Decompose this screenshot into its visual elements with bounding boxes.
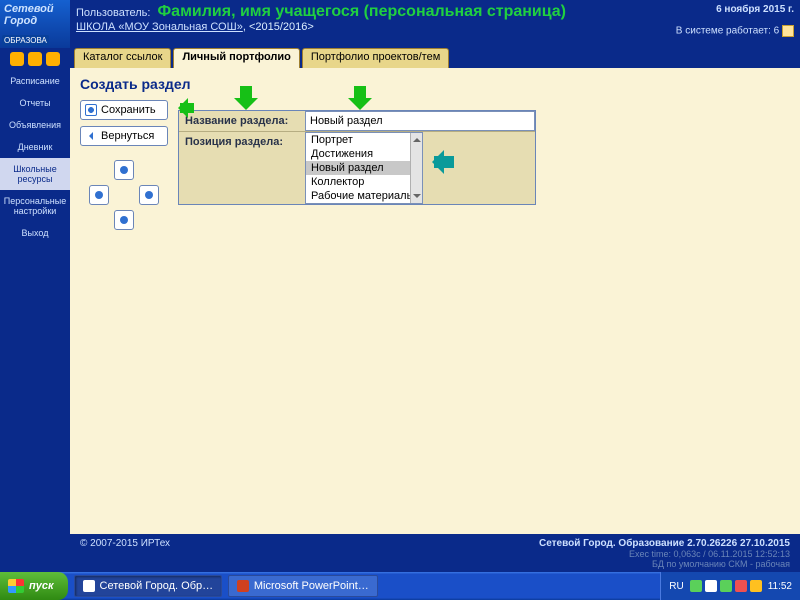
- logo-line1: Сетевой: [4, 3, 66, 15]
- nav-up-button[interactable]: [114, 160, 134, 180]
- header: Сетевой Город ОБРАЗОВА Пользователь: Фам…: [0, 0, 800, 48]
- save-icon: [85, 104, 97, 116]
- quick-icon[interactable]: [46, 52, 60, 66]
- header-right: 6 ноября 2015 г. В системе работает: 6: [650, 0, 800, 48]
- logo-line2: Город: [4, 15, 66, 27]
- start-button[interactable]: пуск: [0, 572, 68, 600]
- tray-icon[interactable]: [690, 580, 702, 592]
- logo-badge: ОБРАЗОВА: [2, 35, 49, 46]
- product-version: Сетевой Город. Образование 2.70.26226 27…: [539, 538, 790, 549]
- school-link[interactable]: ШКОЛА «МОУ Зональная СОШ»: [76, 21, 243, 33]
- lang-indicator[interactable]: RU: [669, 581, 683, 592]
- tray-icon[interactable]: [720, 580, 732, 592]
- task-button[interactable]: Сетевой Город. Обр…: [74, 575, 223, 597]
- nav-right-button[interactable]: [139, 185, 159, 205]
- logo: Сетевой Город ОБРАЗОВА: [0, 0, 70, 48]
- back-label: Вернуться: [101, 130, 154, 142]
- sidebar-item[interactable]: Отчеты: [0, 92, 70, 114]
- app-window: Сетевой Город ОБРАЗОВА Пользователь: Фам…: [0, 0, 800, 572]
- clock: 11:52: [768, 581, 792, 592]
- task-button[interactable]: Microsoft PowerPoint …: [228, 575, 378, 597]
- app-icon: [83, 580, 95, 592]
- system-tray: RU 11:52: [660, 572, 800, 600]
- user-label: Пользователь:: [76, 7, 150, 19]
- dropdown-option[interactable]: Достижения: [306, 147, 422, 161]
- sidebar-item[interactable]: Персональные настройки: [0, 190, 70, 222]
- back-icon: [85, 130, 97, 142]
- footer: © 2007-2015 ИРТех Сетевой Город. Образов…: [70, 534, 800, 572]
- back-button[interactable]: Вернуться: [80, 126, 168, 146]
- tray-icon[interactable]: [705, 580, 717, 592]
- dropdown-option[interactable]: Рабочие материалы: [306, 189, 422, 203]
- sidebar-item[interactable]: Объявления: [0, 114, 70, 136]
- quick-icon[interactable]: [10, 52, 24, 66]
- tab[interactable]: Каталог ссылок: [74, 48, 171, 68]
- task-label: Сетевой Город. Обр…: [100, 580, 214, 592]
- position-dropdown[interactable]: ПортретДостиженияНовый разделКоллекторРа…: [305, 132, 423, 204]
- sys-users-label: В системе работает:: [676, 26, 771, 37]
- year-period: , <2015/2016>: [243, 21, 314, 33]
- quick-icon[interactable]: [28, 52, 42, 66]
- save-label: Сохранить: [101, 104, 156, 116]
- tray-icon[interactable]: [750, 580, 762, 592]
- start-label: пуск: [29, 580, 54, 592]
- task-label: Microsoft PowerPoint …: [254, 580, 369, 592]
- dropdown-option[interactable]: Коллектор: [306, 175, 422, 189]
- tab-bar: Каталог ссылокЛичный портфолиоПортфолио …: [70, 48, 800, 68]
- sidebar: РасписаниеОтчетыОбъявленияДневникШкольны…: [0, 48, 70, 572]
- position-label: Позиция раздела:: [179, 132, 305, 204]
- form-block: Название раздела: Позиция раздела: Портр…: [178, 110, 536, 205]
- taskbar: пуск Сетевой Город. Обр… Microsoft PowerP…: [0, 572, 800, 600]
- windows-icon: [8, 579, 24, 593]
- section-title: Создать раздел: [70, 68, 800, 96]
- tray-icon[interactable]: [735, 580, 747, 592]
- section-name-input[interactable]: [305, 111, 535, 131]
- nav-down-button[interactable]: [114, 210, 134, 230]
- current-date: 6 ноября 2015 г.: [656, 4, 794, 15]
- tab[interactable]: Личный портфолио: [173, 48, 299, 68]
- powerpoint-icon: [237, 580, 249, 592]
- copyright: © 2007-2015 ИРТех: [80, 538, 170, 568]
- exec-time: Exec time: 0,063с / 06.11.2015 12:52:13: [539, 549, 790, 559]
- sidebar-item[interactable]: Школьные ресурсы: [0, 158, 70, 190]
- header-main: Пользователь: Фамилия, имя учащегося (пе…: [70, 0, 650, 48]
- sidebar-item[interactable]: Выход: [0, 222, 70, 244]
- sidebar-item[interactable]: Дневник: [0, 136, 70, 158]
- nav-left-button[interactable]: [89, 185, 109, 205]
- db-info: БД по умолчанию СКМ - рабочая: [539, 559, 790, 569]
- page-title: Фамилия, имя учащегося (персональная стр…: [158, 3, 567, 20]
- dropdown-option[interactable]: Портрет: [306, 133, 422, 147]
- nav-pad: [89, 160, 159, 230]
- sidebar-item[interactable]: Расписание: [0, 70, 70, 92]
- action-column: Сохранить Вернуться: [80, 100, 168, 230]
- content-area: Каталог ссылокЛичный портфолиоПортфолио …: [70, 48, 800, 572]
- users-icon[interactable]: [782, 25, 794, 37]
- tab[interactable]: Портфолио проектов/тем: [302, 48, 449, 68]
- sys-users-count: 6: [774, 26, 780, 37]
- sidebar-quick-icons: [0, 48, 70, 70]
- dropdown-option[interactable]: Новый раздел: [306, 161, 422, 175]
- body: РасписаниеОтчетыОбъявленияДневникШкольны…: [0, 48, 800, 572]
- save-button[interactable]: Сохранить: [80, 100, 168, 120]
